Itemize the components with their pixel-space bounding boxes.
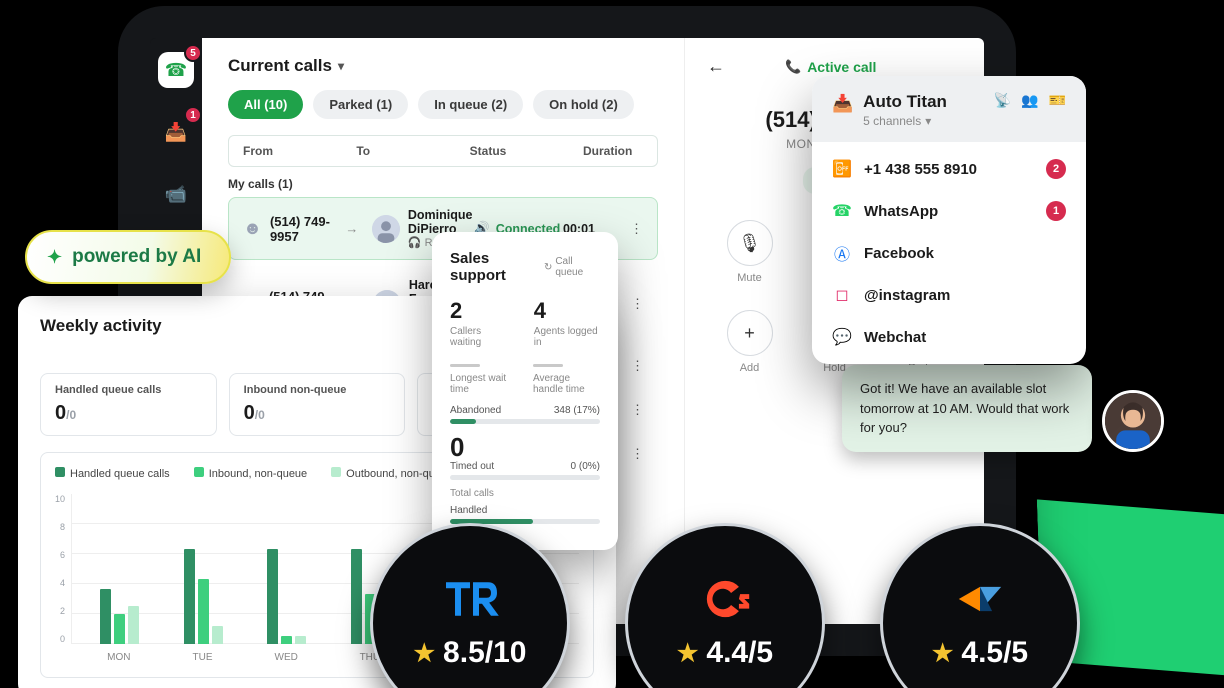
active-call-label: 📞 Active call bbox=[785, 59, 876, 75]
phone-badge: 5 bbox=[184, 44, 202, 62]
filter-on-hold[interactable]: On hold (2) bbox=[533, 90, 634, 119]
avatar bbox=[372, 215, 400, 243]
filter-all[interactable]: All (10) bbox=[228, 90, 303, 119]
inbox-icon: 📥 bbox=[832, 94, 853, 114]
channel-row-facebook[interactable]: Ⓐ Facebook bbox=[812, 232, 1086, 274]
channel-row-phone[interactable]: 📴 +1 438 555 8910 2 bbox=[812, 148, 1086, 190]
phone-icon: ☎ bbox=[165, 60, 187, 81]
sparkle-icon: ✦ bbox=[47, 247, 62, 268]
call-direction-arrow-icon: → bbox=[332, 221, 372, 236]
inbox-badge: 1 bbox=[184, 106, 202, 124]
broadcast-icon[interactable]: 📡 bbox=[994, 92, 1011, 109]
webchat-icon: 💬 bbox=[832, 327, 852, 347]
call-row-menu-icon[interactable]: ⋮ bbox=[624, 296, 644, 312]
mute-button[interactable]: 🎙 Mute bbox=[727, 220, 773, 284]
whatsapp-icon: ☎ bbox=[832, 201, 852, 221]
powered-by-ai-label: powered by AI bbox=[72, 246, 201, 268]
phone-device-icon: 📴 bbox=[832, 159, 852, 179]
call-queue-label: ↻ Call queue bbox=[544, 256, 600, 278]
microphone-icon: 🎙 bbox=[727, 220, 773, 266]
channel-row-webchat[interactable]: 💬 Webchat bbox=[812, 316, 1086, 358]
call-filter-row: All (10) Parked (1) In queue (2) On hold… bbox=[228, 90, 658, 119]
back-arrow-icon[interactable]: ← bbox=[707, 56, 725, 77]
y-axis-labels: 10 8 6 4 2 0 bbox=[55, 494, 71, 644]
inbox-title: Auto Titan bbox=[863, 92, 984, 112]
capterra-score: ★ 4.5/5 bbox=[932, 636, 1028, 670]
star-icon: ★ bbox=[414, 639, 436, 668]
call-from-number: (514) 749-9957 bbox=[270, 214, 332, 244]
capterra-logo bbox=[955, 576, 1005, 622]
star-icon: ★ bbox=[677, 639, 699, 668]
trustradius-score: ★ 8.5/10 bbox=[414, 636, 527, 670]
sales-support-title: Sales support bbox=[450, 250, 544, 284]
g2-score: ★ 4.4/5 bbox=[677, 636, 773, 670]
add-button[interactable]: + Add bbox=[727, 310, 773, 374]
current-calls-header[interactable]: Current calls ▾ bbox=[228, 56, 658, 76]
chevron-down-icon: ▾ bbox=[925, 114, 931, 128]
person-icon: ☻ bbox=[243, 218, 262, 239]
channel-list: 📴 +1 438 555 8910 2 ☎ WhatsApp 1 Ⓐ Faceb… bbox=[812, 142, 1086, 364]
call-row-menu-icon[interactable]: ⋮ bbox=[624, 446, 644, 462]
total-calls-value: 0 bbox=[450, 432, 600, 463]
inbox-head-icons: 📡 👥 🎫 bbox=[994, 92, 1066, 109]
inbox-channels-card: 📥 Auto Titan 5 channels ▾ 📡 👥 🎫 📴 +1 438… bbox=[812, 76, 1086, 364]
rating-badge-capterra[interactable]: ★ 4.5/5 bbox=[880, 523, 1080, 688]
rating-badge-trustradius[interactable]: ★ 8.5/10 bbox=[370, 523, 570, 688]
plus-icon: + bbox=[727, 310, 773, 356]
filter-parked[interactable]: Parked (1) bbox=[313, 90, 408, 119]
stat-card-inbound: Inbound non-queue 0/0 bbox=[229, 373, 406, 436]
queue-refresh-icon[interactable]: ↻ bbox=[544, 262, 552, 273]
channel-row-whatsapp[interactable]: ☎ WhatsApp 1 bbox=[812, 190, 1086, 232]
people-icon[interactable]: 👥 bbox=[1021, 92, 1038, 109]
filter-in-queue[interactable]: In queue (2) bbox=[418, 90, 523, 119]
instagram-icon: ◻ bbox=[832, 285, 852, 305]
active-call-phone-icon: 📞 bbox=[785, 59, 801, 75]
rating-badge-g2[interactable]: ★ 4.4/5 bbox=[625, 523, 825, 688]
call-row-menu-icon[interactable]: ⋮ bbox=[624, 402, 644, 418]
call-table-header: From To Status Duration bbox=[228, 135, 658, 167]
agents-logged-in-value: 4 bbox=[534, 298, 600, 324]
avatar[interactable] bbox=[1102, 390, 1164, 452]
trustradius-logo bbox=[440, 576, 500, 622]
nav-item-video[interactable]: 📹 bbox=[158, 176, 194, 212]
abandoned-progress: Abandoned 348 (17%) bbox=[450, 405, 600, 424]
call-row-menu-icon[interactable]: ⋮ bbox=[624, 358, 644, 374]
channel-badge: 2 bbox=[1046, 159, 1066, 179]
headset-icon: 🎧 bbox=[408, 236, 422, 249]
current-calls-label: Current calls bbox=[228, 56, 332, 76]
timedout-progress: Timed out 0 (0%) bbox=[450, 461, 600, 480]
callers-waiting-value: 2 bbox=[450, 298, 508, 324]
stat-card-handled: Handled queue calls 0/0 bbox=[40, 373, 217, 436]
inbox-icon: 📥 bbox=[165, 122, 187, 143]
ratings-row: ★ 8.5/10 ★ 4.4/5 ★ 4.5/5 bbox=[370, 523, 1080, 688]
chat-message-bubble: Got it! We have an available slot tomorr… bbox=[842, 365, 1092, 452]
my-calls-section-label: My calls (1) bbox=[228, 177, 658, 191]
video-icon: 📹 bbox=[165, 184, 187, 205]
call-row-menu-icon[interactable]: ⋮ bbox=[623, 221, 643, 237]
star-icon: ★ bbox=[932, 639, 954, 668]
chat-bubble-group: Got it! We have an available slot tomorr… bbox=[842, 365, 1164, 452]
ticket-icon[interactable]: 🎫 bbox=[1049, 92, 1066, 109]
nav-item-inbox[interactable]: 📥 1 bbox=[158, 114, 194, 150]
facebook-icon: Ⓐ bbox=[832, 243, 852, 263]
chevron-down-icon: ▾ bbox=[338, 59, 344, 73]
channel-row-instagram[interactable]: ◻ @instagram bbox=[812, 274, 1086, 316]
g2-logo bbox=[697, 576, 753, 622]
sales-support-card: Sales support ↻ Call queue 2 Callers wai… bbox=[432, 232, 618, 550]
nav-item-phone[interactable]: ☎ 5 bbox=[158, 52, 194, 88]
powered-by-ai-badge: ✦ powered by AI bbox=[25, 230, 231, 284]
channel-badge: 1 bbox=[1046, 201, 1066, 221]
handled-progress: Handled bbox=[450, 505, 600, 524]
weekly-activity-title: Weekly activity bbox=[40, 316, 162, 336]
